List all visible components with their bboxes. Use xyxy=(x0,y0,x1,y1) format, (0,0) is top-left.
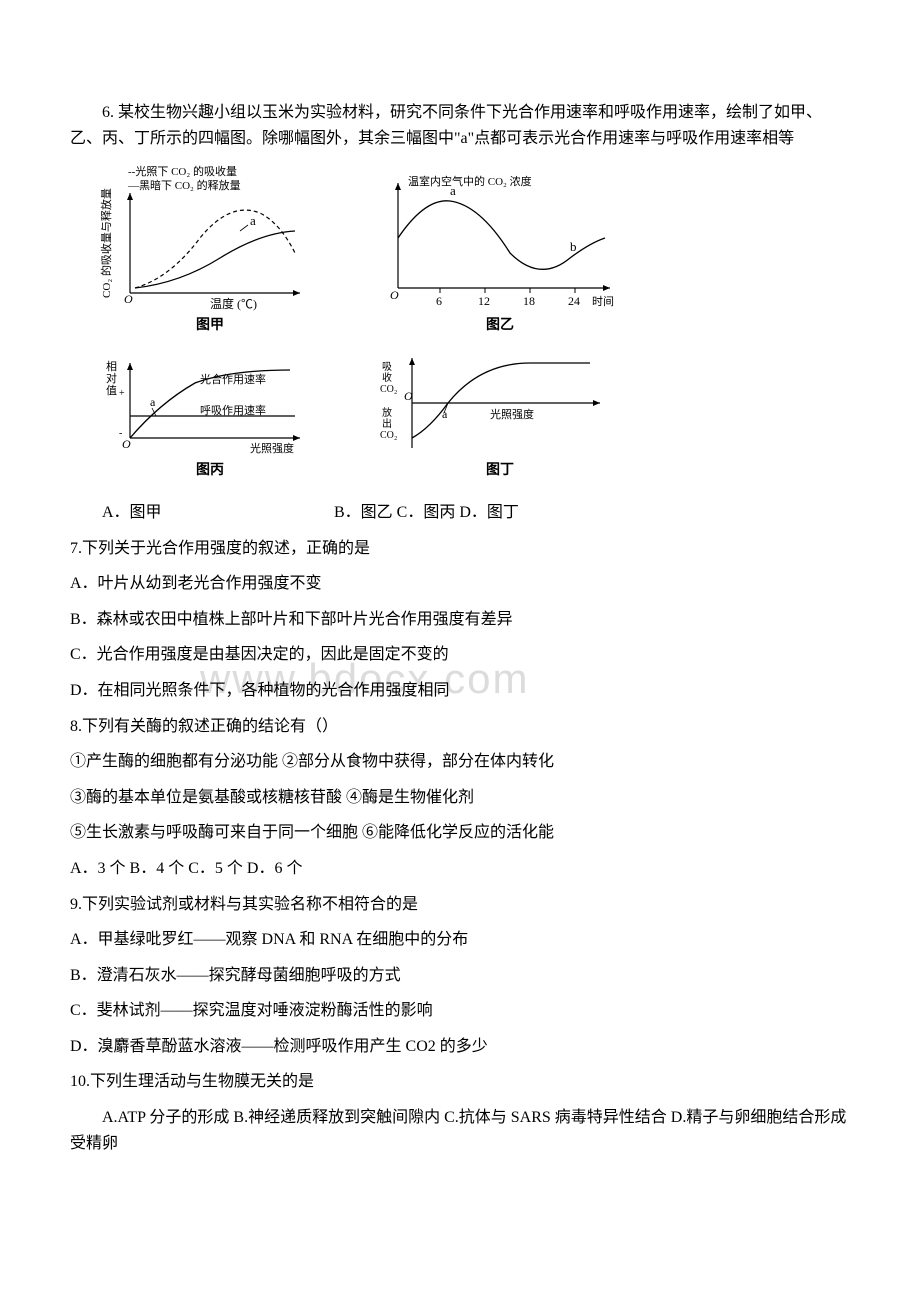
yi-a: a xyxy=(450,183,456,198)
jia-cap: 图甲 xyxy=(100,315,320,337)
ding-a: a xyxy=(442,407,448,421)
q10-stem: 10.下列生理活动与生物膜无关的是 xyxy=(70,1069,850,1095)
figure-yi: O 温室内空气中的 CO₂ 浓度 a b 6 12 18 24 时间 图乙 xyxy=(370,163,630,337)
svg-text:放: 放 xyxy=(382,406,392,419)
bing-lab1: 光合作用速率 xyxy=(200,372,266,386)
svg-text:O: O xyxy=(390,288,399,302)
q8-stem: 8.下列有关酶的叙述正确的结论有（） xyxy=(70,714,850,740)
svg-text:对: 对 xyxy=(106,371,117,385)
svg-text:-: - xyxy=(119,428,122,439)
jia-xlab: 温度 (℃) xyxy=(210,296,257,311)
q7-stem: 7.下列关于光合作用强度的叙述，正确的是 xyxy=(70,536,850,562)
q6-optRest: B．图乙 C．图丙 D．图丁 xyxy=(334,504,519,521)
figure-bing: O 相 对 值 + - a 光合作用速率 呼吸作用速率 光照强度 图丙 xyxy=(100,348,320,482)
ding-cap: 图丁 xyxy=(370,460,630,482)
q8-opts: A．3 个 B．4 个 C．5 个 D．6 个 xyxy=(70,856,850,882)
ding-xlab: 光照强度 xyxy=(490,407,534,421)
svg-text:收: 收 xyxy=(382,371,392,384)
svg-text:相: 相 xyxy=(106,360,117,373)
bing-cap: 图丙 xyxy=(100,460,320,482)
yi-ylab: 温室内空气中的 CO₂ 浓度 xyxy=(408,174,532,188)
figure-ding: O 吸 收 CO₂ 放 出 CO₂ a 光照强度 图丁 xyxy=(370,348,630,482)
svg-text:O: O xyxy=(124,292,133,306)
yi-b: b xyxy=(570,239,577,254)
jia-legend1: --光照下 CO₂ 的吸收量 xyxy=(128,164,237,178)
yi-cap: 图乙 xyxy=(370,315,630,337)
svg-text:值: 值 xyxy=(106,384,117,397)
jia-a: a xyxy=(250,213,256,228)
q8-l2: ③酶的基本单位是氨基酸或核糖核苷酸 ④酶是生物催化剂 xyxy=(70,785,850,811)
figure-jia: --光照下 CO₂ 的吸收量 —黑暗下 CO₂ 的释放量 CO₂ 的吸收量与释放… xyxy=(100,163,320,337)
q6-optA: A．图甲 xyxy=(70,500,330,526)
q9-D: D．溴麝香草酚蓝水溶液——检测呼吸作用产生 CO2 的多少 xyxy=(70,1034,850,1060)
q6-figures: --光照下 CO₂ 的吸收量 —黑暗下 CO₂ 的释放量 CO₂ 的吸收量与释放… xyxy=(100,163,660,482)
svg-text:CO₂: CO₂ xyxy=(380,430,397,441)
q8-l1: ①产生酶的细胞都有分泌功能 ②部分从食物中获得，部分在体内转化 xyxy=(70,749,850,775)
q6-stem: 6. 某校生物兴趣小组以玉米为实验材料，研究不同条件下光合作用速率和呼吸作用速率… xyxy=(70,100,850,151)
svg-text:出: 出 xyxy=(382,417,392,430)
yi-t4: 24 xyxy=(568,294,580,308)
svg-text:O: O xyxy=(404,389,413,403)
bing-xlab: 光照强度 xyxy=(250,441,294,455)
svg-text:O: O xyxy=(122,437,131,451)
yi-t1: 6 xyxy=(436,294,442,308)
yi-xtlabel: 时间 xyxy=(592,295,614,308)
page-content: 6. 某校生物兴趣小组以玉米为实验材料，研究不同条件下光合作用速率和呼吸作用速率… xyxy=(70,100,850,1156)
q9-B: B．澄清石灰水——探究酵母菌细胞呼吸的方式 xyxy=(70,963,850,989)
q9-A: A．甲基绿吡罗红——观察 DNA 和 RNA 在细胞中的分布 xyxy=(70,927,850,953)
q8-l3: ⑤生长激素与呼吸酶可来自于同一个细胞 ⑥能降低化学反应的活化能 xyxy=(70,820,850,846)
q7-C: C．光合作用强度是由基因决定的，因此是固定不变的 xyxy=(70,642,850,668)
yi-t3: 18 xyxy=(523,294,535,308)
svg-text:+: + xyxy=(119,388,125,399)
jia-legend2: —黑暗下 CO₂ 的释放量 xyxy=(127,178,241,192)
jia-ylab: CO₂ 的吸收量与释放量 xyxy=(100,188,113,298)
bing-lab2: 呼吸作用速率 xyxy=(200,403,266,417)
q9-stem: 9.下列实验试剂或材料与其实验名称不相符合的是 xyxy=(70,892,850,918)
svg-text:吸: 吸 xyxy=(382,362,392,373)
svg-text:CO₂: CO₂ xyxy=(380,384,397,395)
bing-a: a xyxy=(150,395,156,409)
q7-D: D．在相同光照条件下，各种植物的光合作用强度相同 xyxy=(70,678,850,704)
q10-opts: A.ATP 分子的形成 B.神经递质释放到突触间隙内 C.抗体与 SARS 病毒… xyxy=(70,1105,850,1156)
yi-t2: 12 xyxy=(478,294,490,308)
q6-options: A．图甲 B．图乙 C．图丙 D．图丁 xyxy=(70,500,850,526)
q9-C: C．斐林试剂——探究温度对唾液淀粉酶活性的影响 xyxy=(70,998,850,1024)
q7-A: A．叶片从幼到老光合作用强度不变 xyxy=(70,571,850,597)
q7-B: B．森林或农田中植株上部叶片和下部叶片光合作用强度有差异 xyxy=(70,607,850,633)
